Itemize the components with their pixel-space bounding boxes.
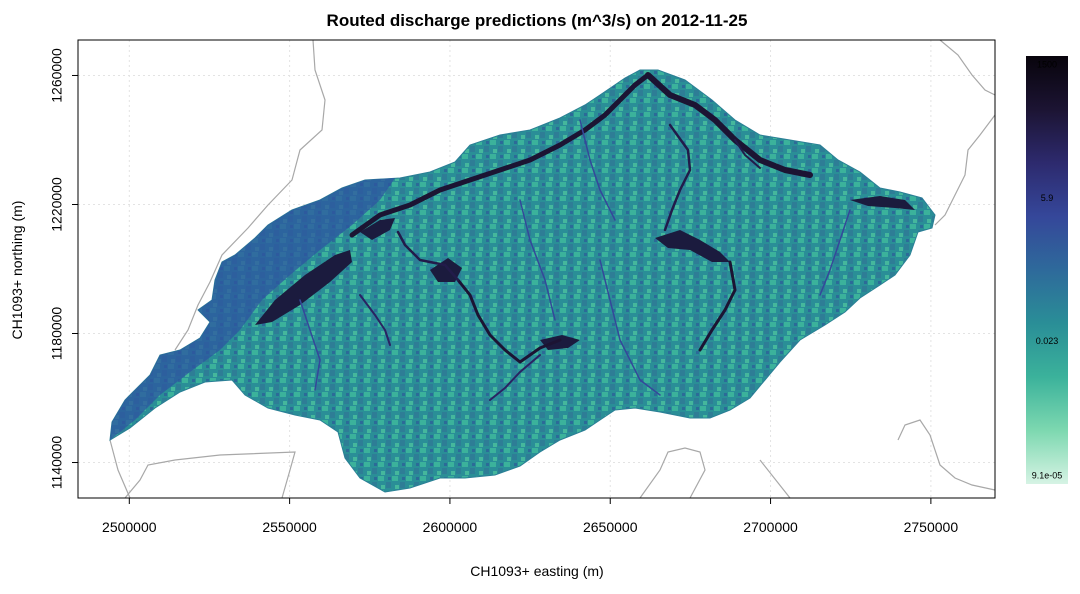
river-rhine [645,72,813,178]
lake-lucerne [540,335,580,350]
y-tick-label: 1140000 [49,436,65,490]
river-linth [663,123,692,232]
river-saane [359,294,391,346]
river-aare [349,72,651,238]
river-reuss [456,278,562,364]
y-axis-label: CH1093+ northing (m) [9,201,25,340]
river-limmat [698,260,737,352]
x-axis-label: CH1093+ easting (m) [470,563,603,579]
lake-biel [360,218,395,240]
y-tick-label: 1220000 [49,177,65,232]
y-tick-label: 1260000 [49,48,65,103]
border-south-east-2 [897,419,995,491]
western-high-flow-zone [110,178,395,440]
x-tick-label: 2550000 [262,519,317,535]
x-tick-label: 2700000 [743,519,798,535]
border-south-east-1 [639,447,706,498]
y-tick-label: 1180000 [49,307,65,361]
lakes [255,196,915,350]
x-axis: 2500000 2550000 2600000 2650000 2700000 27500… [102,498,958,535]
river-tributary-center [519,199,556,321]
map-body [109,40,995,498]
x-tick-label: 2500000 [102,519,157,535]
border-north-east [939,40,995,96]
y-axis: 1140000 1180000 1220000 1260000 [49,48,78,489]
plot-frame [77,39,996,499]
border-north-west [174,40,326,351]
country-borders [109,40,995,498]
border-east [934,114,995,226]
border-lake-geneva [759,459,791,498]
lake-walen [850,196,915,210]
lake-zurich [655,230,730,262]
colorbar-tick-label: 5.9 [1041,193,1054,203]
river-thur [734,139,761,169]
colorbar-tick-label: 9.1e-05 [1032,470,1063,480]
river-network [299,72,851,401]
river-tributary-south [599,259,661,396]
colorbar: 1500 5.9 0.023 9.1e-05 [1026,56,1068,484]
x-tick-label: 2750000 [904,519,959,535]
colorbar-tick-label: 1500 [1037,59,1057,69]
map-title: Routed discharge predictions (m^3/s) on … [327,11,748,30]
river-tributary-north [579,119,616,221]
border-south-west [109,439,296,498]
river-rhone-upper [489,354,541,401]
x-tick-label: 2650000 [583,519,638,535]
colorbar-ramp [1026,56,1068,484]
river-tributary-east [819,209,851,296]
lake-neuchatel [255,250,352,325]
colorbar-tick-label: 0.023 [1036,336,1059,346]
x-tick-label: 2600000 [423,519,478,535]
river-emme [396,230,460,282]
river-tributary-west [299,299,321,391]
